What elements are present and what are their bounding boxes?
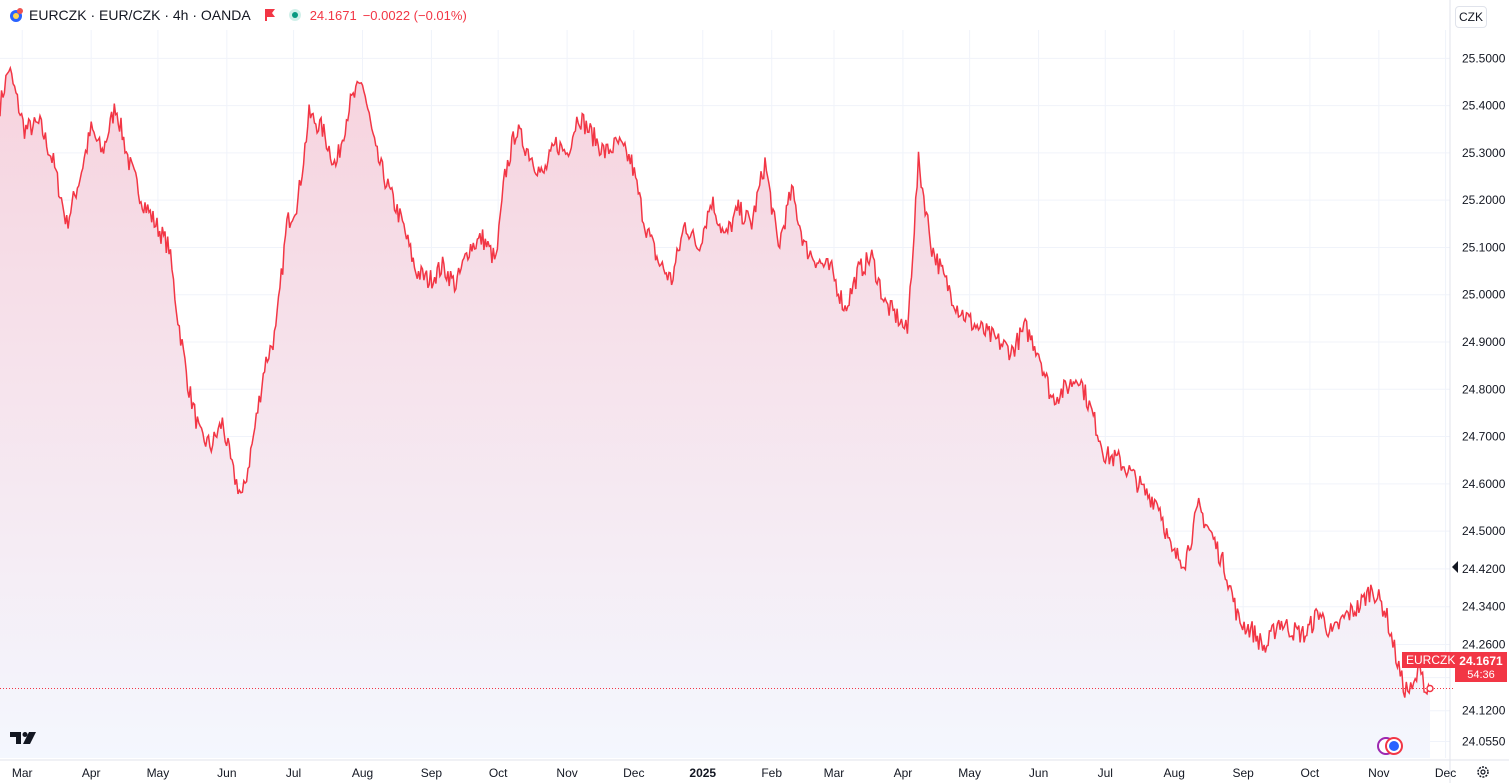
price-tick-label: 24.3400: [1462, 600, 1506, 614]
price-tick-label: 25.1000: [1462, 240, 1506, 254]
time-tick-label: Mar: [824, 766, 845, 780]
price-tick-label: 24.2600: [1462, 638, 1506, 652]
price-axis: 25.5000 25.4000 25.3000 25.2000 25.1000 25.00…: [1462, 51, 1506, 748]
price-area-fill: [0, 68, 1430, 758]
time-tick-label: Dec: [623, 766, 644, 780]
price-tick-label: 24.4200: [1462, 562, 1506, 576]
price-tick-label: 24.9000: [1462, 335, 1506, 349]
price-tick-label: 25.3000: [1462, 146, 1506, 160]
market-status-icon[interactable]: [288, 8, 302, 22]
time-tick-label: 2025: [689, 766, 716, 780]
time-tick-label: Jun: [217, 766, 236, 780]
price-tick-label: 24.0550: [1462, 734, 1506, 748]
price-tick-label: 25.0000: [1462, 288, 1506, 302]
price-line: [0, 65, 1431, 698]
chart-header: EURCZK · EUR/CZK · 4h · OANDA 24.1671 −0…: [0, 0, 1450, 30]
time-tick-label: May: [958, 766, 981, 780]
time-tick-label: Aug: [1164, 766, 1185, 780]
price-marker-icon: [1452, 561, 1458, 573]
price-tick-label: 25.5000: [1462, 51, 1506, 65]
symbol-title[interactable]: EURCZK · EUR/CZK · 4h · OANDA: [29, 7, 251, 23]
last-price-tag-value: 24.1671: [1459, 654, 1503, 668]
price-change: −0.0022 (−0.01%): [362, 7, 467, 23]
time-tick-label: Aug: [352, 766, 373, 780]
settings-gear-icon[interactable]: [1476, 765, 1490, 779]
symbol-logo-icon[interactable]: [8, 7, 24, 23]
tradingview-logo-icon[interactable]: [10, 730, 42, 746]
price-tick-label: 24.8000: [1462, 382, 1506, 396]
time-tick-label: Nov: [1368, 766, 1389, 780]
time-tick-label: Dec: [1435, 766, 1456, 780]
time-tick-label: Oct: [1301, 766, 1320, 780]
time-tick-label: Feb: [761, 766, 782, 780]
time-tick-label: Sep: [1232, 766, 1254, 780]
last-price: 24.1671: [309, 7, 357, 23]
event-markers-icon[interactable]: [1376, 736, 1410, 756]
time-tick-label: May: [147, 766, 170, 780]
price-tick-label: 25.2000: [1462, 193, 1506, 207]
time-tick-label: Jun: [1029, 766, 1048, 780]
symbol-price-tag: EURCZK: [1402, 652, 1460, 668]
time-axis: Mar Apr May Jun Jul Aug Sep Oct Nov Dec 2025 Feb Mar…: [12, 766, 1456, 780]
time-tick-label: Oct: [489, 766, 508, 780]
time-tick-label: Apr: [82, 766, 101, 780]
price-tick-label: 24.5000: [1462, 524, 1506, 538]
time-tick-label: Sep: [421, 766, 443, 780]
flag-icon[interactable]: [263, 8, 277, 22]
currency-button[interactable]: CZK: [1455, 6, 1487, 28]
time-tick-label: Jul: [286, 766, 301, 780]
time-tick-label: Mar: [12, 766, 33, 780]
price-tick-label: 24.1200: [1462, 704, 1506, 718]
time-tick-label: Apr: [894, 766, 913, 780]
last-price-dot: [1426, 684, 1434, 693]
last-price-tag: 24.1671 54:36: [1455, 652, 1507, 682]
price-tick-label: 24.6000: [1462, 477, 1506, 491]
price-tick-label: 24.7000: [1462, 430, 1506, 444]
time-tick-label: Nov: [556, 766, 577, 780]
price-tick-label: 25.4000: [1462, 99, 1506, 113]
time-tick-label: Jul: [1098, 766, 1113, 780]
bar-countdown: 54:36: [1467, 669, 1495, 681]
